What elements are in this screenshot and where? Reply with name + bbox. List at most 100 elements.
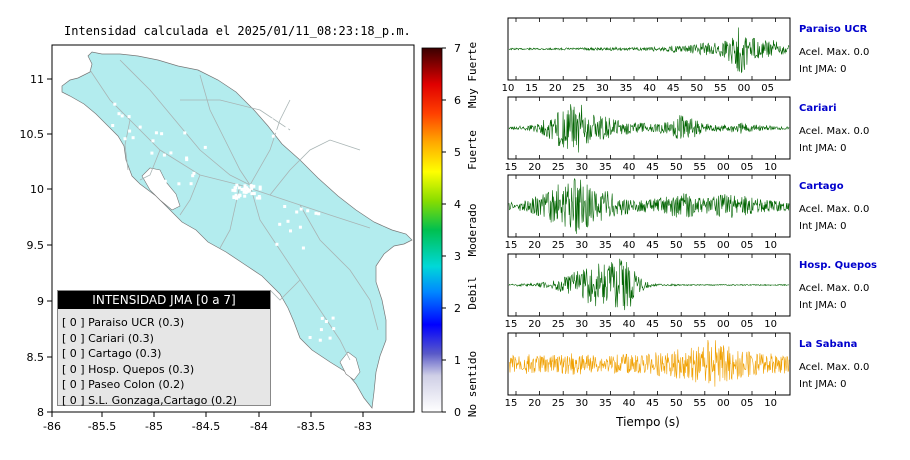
time-tick-label: 20 bbox=[549, 83, 562, 94]
station-jma: Int JMA: 0 bbox=[799, 300, 847, 311]
town-marker bbox=[138, 125, 142, 129]
time-tick-label: 10 bbox=[502, 83, 515, 94]
station-name: Cartago bbox=[799, 181, 844, 192]
town-marker bbox=[275, 242, 279, 246]
map-x-tick-label: -85 bbox=[145, 420, 163, 433]
time-tick-label: 15 bbox=[505, 240, 518, 251]
time-tick-label: 50 bbox=[670, 162, 683, 173]
time-tick-label: 50 bbox=[690, 83, 703, 94]
town-marker bbox=[276, 116, 280, 120]
time-tick-label: 40 bbox=[623, 162, 636, 173]
station-legend: INTENSIDAD JMA [0 a 7] [ 0 ] Paraiso UCR… bbox=[57, 290, 271, 408]
time-tick-label: 00 bbox=[717, 319, 730, 330]
time-tick-label: 40 bbox=[623, 240, 636, 251]
seismogram-panel: 15 20 25 30 35 40 45 50 55 00 05 10 bbox=[505, 174, 791, 251]
town-marker bbox=[169, 151, 173, 155]
legend-list: [ 0 ] Paraiso UCR (0.3) [ 0 ] Cariari (0… bbox=[62, 315, 237, 408]
town-marker bbox=[151, 139, 155, 143]
town-marker bbox=[160, 132, 164, 136]
time-tick-label: 55 bbox=[693, 319, 706, 330]
map-y-axis: 11 10.5 10 9.5 9 8.5 8 bbox=[20, 73, 52, 419]
legend-row-sl-gonzaga: [ 0 ] S.L. Gonzaga,Cartago (0.2) bbox=[62, 393, 237, 407]
town-marker bbox=[250, 185, 254, 189]
town-marker bbox=[295, 210, 299, 214]
time-tick-label: 15 bbox=[505, 319, 518, 330]
station-name: Cariari bbox=[799, 103, 837, 114]
time-tick-label: 45 bbox=[646, 398, 659, 409]
town-marker bbox=[233, 189, 237, 193]
town-marker bbox=[192, 171, 196, 175]
waveform-trace bbox=[508, 258, 790, 311]
gulf-of-nicoya bbox=[141, 167, 181, 211]
seismogram-panel: 15 20 25 30 35 40 45 50 55 00 05 10 bbox=[505, 332, 791, 409]
town-marker bbox=[166, 187, 169, 191]
time-tick-label: 25 bbox=[552, 398, 565, 409]
map-x-tick-label: -86 bbox=[43, 420, 61, 433]
town-marker bbox=[314, 211, 318, 215]
colorbar-labels: No sentido Debil Moderado Fuerte Muy Fuerte bbox=[466, 42, 479, 417]
time-tick-label: 40 bbox=[623, 398, 636, 409]
town-marker bbox=[232, 196, 236, 199]
town-marker bbox=[111, 124, 115, 127]
station-accel: Acel. Max. 0.0 bbox=[799, 362, 870, 373]
colorbar-level-label: Debil bbox=[466, 276, 479, 309]
town-marker bbox=[299, 207, 303, 211]
seismogram-panel: 15 20 25 30 35 40 45 50 55 00 05 10 bbox=[505, 96, 791, 173]
town-marker bbox=[246, 187, 250, 191]
town-marker bbox=[189, 182, 193, 186]
town-marker bbox=[127, 115, 131, 119]
town-marker bbox=[234, 193, 238, 197]
town-marker bbox=[298, 225, 302, 229]
colorbar-level-label: No sentido bbox=[466, 351, 479, 417]
time-tick-label: 25 bbox=[552, 240, 565, 251]
town-marker bbox=[120, 114, 124, 118]
station-jma: Int JMA: 0 bbox=[799, 379, 847, 390]
town-marker bbox=[278, 222, 282, 226]
town-marker bbox=[244, 186, 248, 190]
station-accel: Acel. Max. 0.0 bbox=[799, 47, 870, 58]
town-marker bbox=[234, 186, 238, 190]
colorbar-tick-label: 3 bbox=[454, 250, 461, 263]
town-marker bbox=[252, 184, 256, 188]
town-marker bbox=[283, 205, 287, 208]
time-tick-label: 15 bbox=[525, 83, 538, 94]
time-tick-label: 00 bbox=[717, 240, 730, 251]
road-network bbox=[89, 59, 379, 361]
town-marker bbox=[237, 195, 241, 199]
time-tick-label: 35 bbox=[599, 319, 612, 330]
town-marker bbox=[250, 192, 254, 196]
colorbar-tick-label: 7 bbox=[454, 42, 461, 55]
time-tick-label: 15 bbox=[505, 398, 518, 409]
town-marker bbox=[301, 246, 305, 250]
legend-row-cariari: [ 0 ] Cariari (0.3) bbox=[62, 331, 154, 345]
map-y-tick-label: 9.5 bbox=[27, 239, 45, 252]
time-tick-label: 45 bbox=[646, 319, 659, 330]
town-marker bbox=[131, 136, 135, 140]
station-name: Hosp. Quepos bbox=[799, 260, 878, 271]
town-marker bbox=[250, 186, 254, 190]
town-marker bbox=[128, 129, 132, 133]
time-tick-label: 05 bbox=[741, 240, 754, 251]
time-tick-label: 30 bbox=[575, 398, 588, 409]
waveform-trace bbox=[508, 104, 790, 153]
time-tick-label: 10 bbox=[764, 319, 777, 330]
time-tick-label: 45 bbox=[646, 240, 659, 251]
time-tick-label: 30 bbox=[575, 319, 588, 330]
town-marker bbox=[185, 158, 189, 162]
legend-row-cartago: [ 0 ] Cartago (0.3) bbox=[62, 347, 162, 360]
colorbar-level-label: Fuerte bbox=[466, 130, 479, 170]
time-tick-label: 30 bbox=[596, 83, 609, 94]
costa-rica-land bbox=[61, 51, 413, 409]
time-tick-label: 15 bbox=[505, 162, 518, 173]
town-marker bbox=[243, 194, 247, 198]
legend-row-quepos: [ 0 ] Hosp. Quepos (0.3) bbox=[62, 362, 195, 376]
town-marker bbox=[157, 177, 161, 181]
town-marker bbox=[288, 121, 292, 125]
station-jma: Int JMA: 0 bbox=[799, 64, 847, 75]
colorbar-tick-label: 1 bbox=[454, 354, 461, 367]
town-marker bbox=[248, 188, 252, 192]
time-tick-label: 50 bbox=[670, 398, 683, 409]
colorbar-tick-label: 5 bbox=[454, 146, 461, 159]
town-marker bbox=[155, 189, 159, 193]
